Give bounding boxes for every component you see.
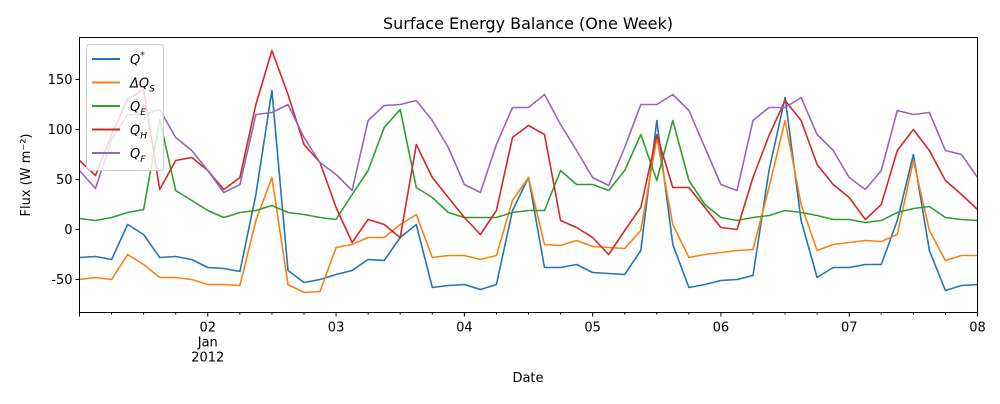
series-layer <box>78 49 979 294</box>
y-tick-label: 50 <box>56 173 73 188</box>
x-tick-label: 08 <box>969 321 986 336</box>
y-axis: -50 0 50 100 150 <box>48 73 80 288</box>
chart-title: Surface Energy Balance (One Week) <box>383 14 673 33</box>
x-tick-label: 02 <box>200 321 217 336</box>
x-tick-label: 06 <box>713 321 730 336</box>
y-axis-label: Flux (W m⁻²) <box>19 133 34 216</box>
x-tick-label: 03 <box>328 321 345 336</box>
legend-label-2: QE <box>130 100 146 118</box>
y-tick-label: 0 <box>64 223 72 238</box>
y-tick-label: 100 <box>48 123 73 138</box>
x-tick-label: 04 <box>456 321 473 336</box>
legend-label-0: Q* <box>130 51 145 68</box>
legend-label-3: QH <box>130 124 147 142</box>
series-line-4 <box>78 93 979 194</box>
x-tick-label: 2012 <box>191 351 224 366</box>
x-tick-label: 05 <box>584 321 601 336</box>
series-line-3 <box>78 49 979 256</box>
legend-box <box>86 44 164 171</box>
y-tick-label: -50 <box>51 273 72 288</box>
legend-label-4: QF <box>130 147 146 165</box>
legend-label-1: ΔQS <box>129 77 155 95</box>
legend: Q* ΔQS QE QH QF <box>86 44 164 171</box>
y-tick-label: 150 <box>48 73 73 88</box>
x-tick-label: 07 <box>841 321 858 336</box>
series-line-1 <box>79 119 978 294</box>
x-axis-label: Date <box>512 371 543 386</box>
x-tick-label: Jan <box>197 336 218 351</box>
series-line-2 <box>79 108 978 224</box>
